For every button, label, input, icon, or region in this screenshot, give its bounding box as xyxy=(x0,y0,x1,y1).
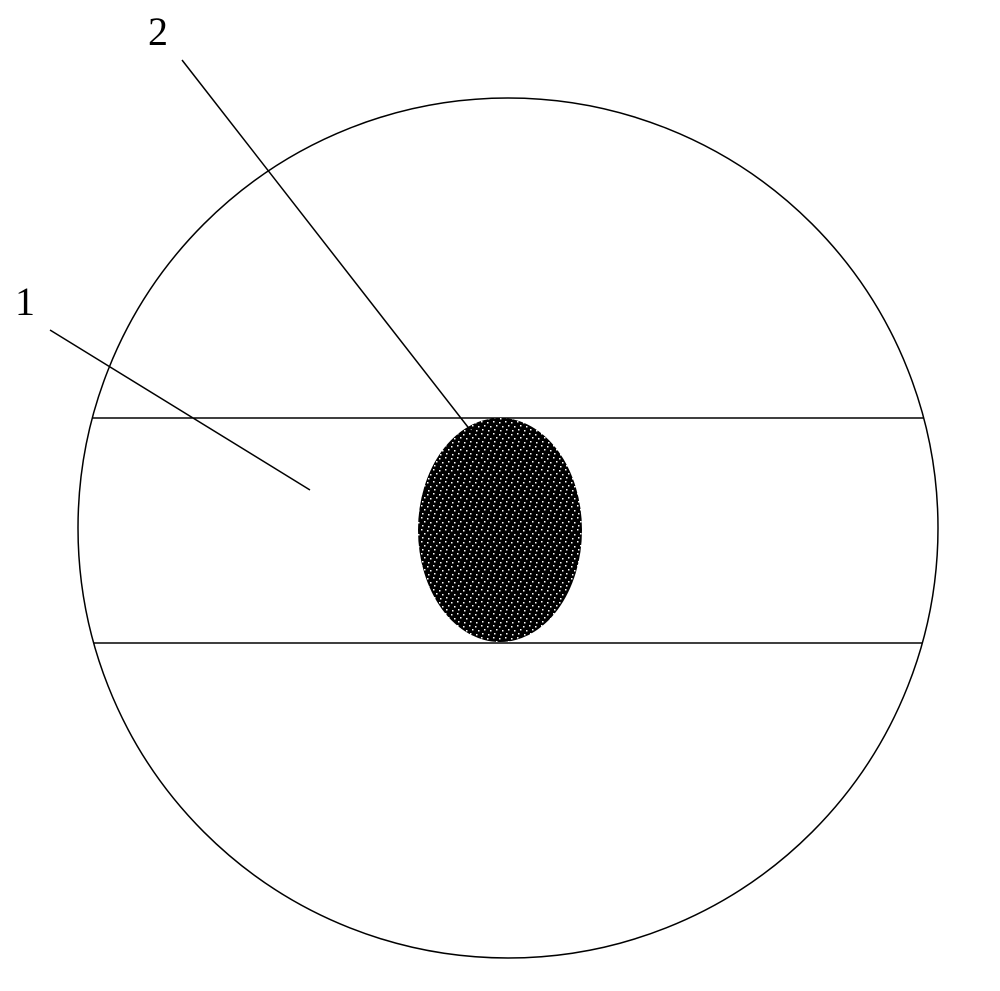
center-ellipse xyxy=(418,418,582,642)
label-2: 2 xyxy=(148,8,168,55)
label-1: 1 xyxy=(15,278,35,325)
diagram-svg xyxy=(0,0,1000,986)
leader-line-2 xyxy=(182,60,478,440)
leader-line-1 xyxy=(50,330,310,490)
diagram-container: 2 1 xyxy=(0,0,1000,986)
